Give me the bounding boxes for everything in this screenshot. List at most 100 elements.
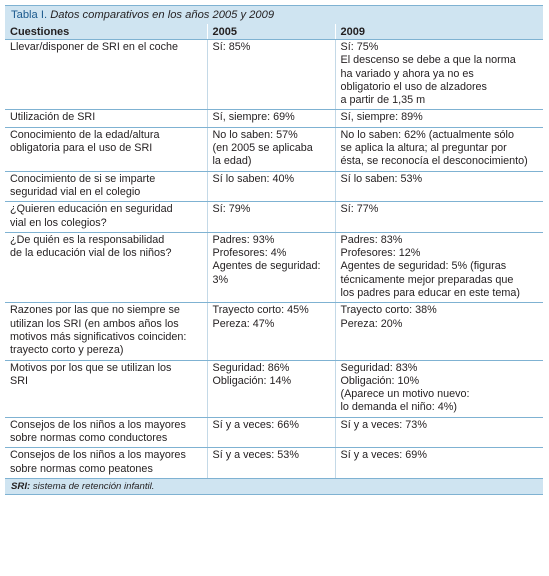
cell-line: 3% [212,273,229,286]
question-cell: ¿Quieren educación en seguridad vial en l… [5,201,207,233]
value-2009-cell: No lo saben: 62% (actualmente sólo se apl… [334,127,543,172]
table-row: Conocimiento de la edad/altura obligatori… [5,127,543,172]
footnote-text: sistema de retención infantil. [32,480,155,492]
cell-line: Padres: 83% [340,233,403,246]
value-2005-cell: Sí lo saben: 40% [206,171,335,203]
table-row: Consejos de los niños a los mayores sobre… [5,447,543,479]
question-cell: Utilización de SRI [5,109,207,128]
value-2005-cell: Sí: 79% [206,201,335,233]
cell-line: Obligación: 14% [212,374,292,387]
cell-line: Consejos de los niños a los mayores [10,418,186,431]
cell-line: los padres para educar en este tema) [340,287,520,300]
cell-line: la edad) [212,155,252,168]
cell-line: Seguridad: 86% [212,361,290,374]
cell-line: sobre normas como conductores [10,432,168,445]
question-cell: Conocimiento de si se imparte seguridad v… [5,171,207,203]
cell-line: Sí lo saben: 40% [212,172,295,185]
cell-line: trayecto corto y pereza) [10,344,124,357]
cell-line: Sí, siempre: 69% [212,111,295,124]
cell-line: Sí, siempre: 89% [340,111,423,124]
cell-line: Sí: 75% [340,41,379,53]
cell-line: Conocimiento de si se imparte [10,172,156,185]
table-row: Conocimiento de si se imparte seguridad v… [5,171,543,203]
question-cell: Motivos por los que se utilizan los SRI [5,360,207,418]
value-2009-cell: Sí, siempre: 89% [334,109,543,128]
value-2009-cell: Sí: 77% [334,201,543,233]
comparative-table-figure: Tabla I. Datos comparativos en los años … [5,5,543,495]
table-caption-title: Datos comparativos en los años 2005 y 20… [50,9,275,21]
comparison-table: Cuestiones 2005 2009 Llevar/disponer de … [5,24,543,479]
question-cell: Razones por las que no siempre se utiliza… [5,302,207,361]
cell-line: Sí: 85% [212,41,251,53]
question-cell: Consejos de los niños a los mayores sobre… [5,417,207,449]
value-2005-cell: Sí: 85% [206,39,335,111]
table-row: Utilización de SRI Sí, siempre: 69% Sí, si… [5,109,543,128]
cell-line: Trayecto corto: 38% [340,304,437,317]
cell-line: Profesores: 4% [212,247,287,260]
cell-line: de la educación vial de los niños? [10,247,172,260]
cell-line: ¿De quién es la responsabilidad [10,233,165,246]
cell-line: Utilización de SRI [10,111,96,124]
cell-line: Sí y a veces: 66% [212,418,299,431]
cell-line: seguridad vial en el colegio [10,185,141,198]
cell-line: Sí y a veces: 73% [340,418,427,431]
cell-line: Agentes de seguridad: 5% (figuras [340,260,507,273]
question-cell: Consejos de los niños a los mayores sobre… [5,447,207,479]
cell-line: No lo saben: 62% (actualmente sólo [340,128,514,141]
value-2005-cell: Trayecto corto: 45% Pereza: 47% [206,302,335,361]
value-2009-cell: Sí: 75% El descenso se debe a que la norm… [334,39,543,111]
question-cell: ¿De quién es la responsabilidad de la edu… [5,232,207,304]
cell-line: lo demanda el niño: 4%) [340,401,457,414]
cell-line: Sí: 77% [340,203,379,216]
cell-line: Seguridad: 83% [340,361,418,374]
value-2009-cell: Padres: 83% Profesores: 12% Agentes de seg… [334,232,543,304]
question-cell: Llevar/disponer de SRI en el coche [5,39,207,111]
cell-line: Conocimiento de la edad/altura [10,128,160,141]
cell-line: Sí y a veces: 53% [212,449,299,462]
cell-line: Razones por las que no siempre se [10,304,180,317]
table-row: ¿Quieren educación en seguridad vial en l… [5,201,543,233]
cell-line: Obligación: 10% [340,374,420,387]
cell-line: vial en los colegios? [10,216,107,229]
cell-line: obligatoria para el uso de SRI [10,142,153,155]
footnote-term: SRI: [11,480,31,492]
table-header-row: Cuestiones 2005 2009 [5,24,543,40]
header-2005: 2005 [206,24,335,40]
cell-line: ésta, se reconocía el desconocimiento) [340,155,528,168]
cell-line: No lo saben: 57% [212,128,298,141]
header-2009: 2009 [334,24,543,40]
cell-line: Pereza: 20% [340,317,403,330]
table-row: Consejos de los niños a los mayores sobre… [5,417,543,449]
header-questions: Cuestiones [5,24,207,40]
cell-line: ¿Quieren educación en seguridad [10,203,173,216]
question-cell: Conocimiento de la edad/altura obligatori… [5,127,207,172]
cell-line: SRI [10,374,28,387]
cell-line: Llevar/disponer de SRI en el coche [10,41,179,53]
cell-line: sobre normas como peatones [10,462,153,475]
value-2009-cell: Trayecto corto: 38% Pereza: 20% [334,302,543,361]
table-caption-label: Tabla I. [11,9,48,21]
cell-line: Motivos por los que se utilizan los [10,361,172,374]
cell-line: a partir de 1,35 m [340,94,426,107]
table-row: Razones por las que no siempre se utiliza… [5,302,543,361]
table-footnote: SRI: sistema de retención infantil. [5,478,543,495]
value-2005-cell: Sí y a veces: 53% [206,447,335,479]
table-row: Llevar/disponer de SRI en el coche Sí: 85… [5,39,543,111]
cell-line: El descenso se debe a que la norma [340,54,516,67]
table-caption: Tabla I. Datos comparativos en los años … [5,5,543,24]
cell-line: (en 2005 se aplicaba [212,142,313,155]
table-row: ¿De quién es la responsabilidad de la edu… [5,232,543,304]
value-2009-cell: Seguridad: 83% Obligación: 10% (Aparece un… [334,360,543,418]
cell-line: Agentes de seguridad: [212,260,321,273]
value-2005-cell: Sí, siempre: 69% [206,109,335,128]
cell-line: Trayecto corto: 45% [212,304,309,317]
cell-line: ha variado y ahora ya no es [340,67,474,80]
value-2009-cell: Sí y a veces: 73% [334,417,543,449]
cell-line: Profesores: 12% [340,247,421,260]
cell-line: Pereza: 47% [212,317,275,330]
cell-line: Padres: 93% [212,233,275,246]
value-2005-cell: No lo saben: 57% (en 2005 se aplicaba la e… [206,127,335,172]
value-2005-cell: Padres: 93% Profesores: 4% Agentes de segu… [206,232,335,304]
cell-line: (Aparece un motivo nuevo: [340,388,470,401]
cell-line: motivos más significativos coinciden: [10,330,187,343]
